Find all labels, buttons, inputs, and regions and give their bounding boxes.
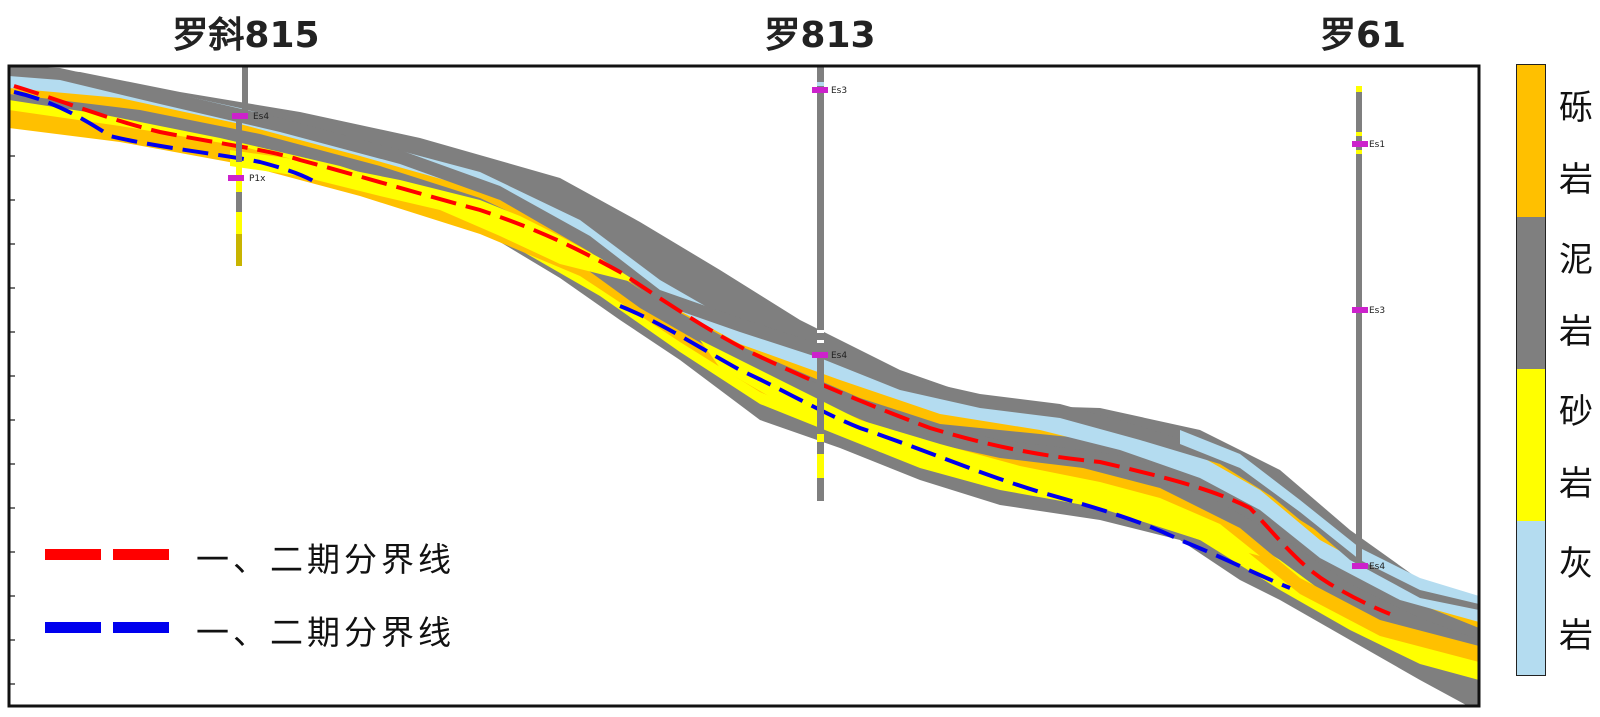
marker-p1x-luoxie815	[228, 175, 244, 181]
marker-es3-luo813	[812, 87, 828, 93]
litho-label-sandstone: 砂岩	[1559, 392, 1593, 504]
marker-label-es4-luoxie815: Es4	[253, 112, 269, 122]
marker-label-es4-luo813: Es4	[831, 351, 847, 361]
marker-es3-luo61	[1352, 307, 1368, 313]
well-title-luoxie815: 罗斜815	[172, 15, 320, 56]
marker-label-es3-luo813: Es3	[831, 86, 847, 96]
strata-sandstone-lower	[9, 96, 1479, 680]
well-luo61	[1352, 86, 1368, 569]
litho-label-limestone: 灰岩	[1559, 544, 1593, 656]
legend-label-blue: 一、二期分界线	[196, 613, 455, 652]
litho-swatch-sandstone	[1517, 369, 1545, 521]
well-title-luo813: 罗813	[764, 15, 876, 56]
marker-label-es4-luo61: Es4	[1369, 562, 1385, 572]
marker-label-p1x-luoxie815: P1x	[249, 174, 266, 184]
marker-label-es3-luo61: Es3	[1369, 306, 1385, 316]
marker-es4-luo61	[1352, 563, 1368, 569]
marker-label-es1-luo61: Es1	[1369, 140, 1385, 150]
strata-band	[9, 66, 1479, 706]
well-title-luo61: 罗61	[1319, 15, 1407, 56]
litho-label-mudstone: 泥岩	[1559, 240, 1593, 352]
section-frame	[7, 64, 1481, 708]
marker-es1-luo61	[1352, 141, 1368, 147]
legend-swatch-red	[45, 549, 169, 560]
litho-swatch-conglomerate	[1517, 65, 1545, 217]
strata-sandstone-upper	[230, 150, 640, 284]
strata-limestone-right	[1180, 430, 1479, 604]
strata-conglomerate-lower	[9, 110, 1479, 662]
litho-swatch-limestone	[1517, 521, 1545, 675]
boundary-line-red	[13, 84, 1391, 616]
legend-label-red: 一、二期分界线	[196, 540, 455, 579]
litho-swatch-mudstone	[1517, 217, 1545, 369]
boundary-line-blue	[13, 90, 1291, 590]
litho-label-conglomerate: 砾岩	[1559, 88, 1593, 200]
legend-swatch-blue	[45, 622, 169, 633]
lithology-key	[1516, 64, 1546, 676]
marker-es4-luo813	[812, 352, 828, 358]
strata-sandstone-mid	[700, 340, 1260, 556]
marker-es4-luoxie815	[232, 113, 248, 119]
well-luoxie815	[228, 66, 248, 266]
well-luo813	[812, 66, 828, 501]
